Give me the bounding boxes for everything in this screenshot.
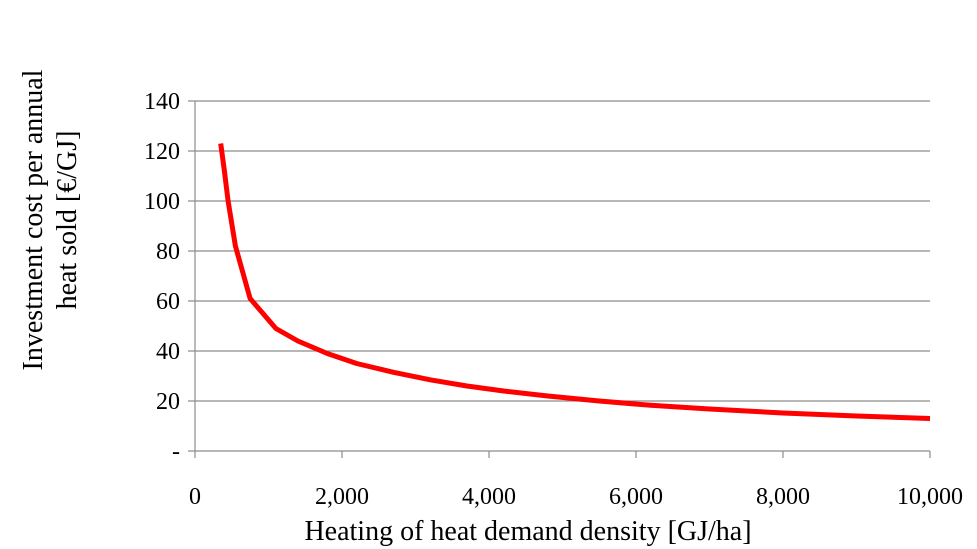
- x-tick-label-1: 2,000: [315, 484, 369, 510]
- gridlines: [195, 100, 930, 402]
- x-tick-label-3: 6,000: [609, 484, 663, 510]
- axes: [188, 100, 931, 458]
- y-tick-label-7: 140: [144, 89, 180, 115]
- series-line-0: [218, 143, 931, 421]
- y-tick-label-4: 80: [156, 239, 180, 265]
- x-tick-label-5: 10,000: [897, 484, 963, 510]
- x-tick-label-2: 4,000: [462, 484, 516, 510]
- y-tick-label-5: 100: [144, 189, 180, 215]
- y-axis-title-line-2: heat sold [€/GJ]: [52, 131, 83, 310]
- y-tick-label-2: 40: [156, 339, 180, 365]
- x-tick-label-0: 0: [189, 484, 201, 510]
- series-lines: [218, 143, 931, 421]
- y-tick-labels: - 20 40 60 80 100 120 140: [144, 89, 180, 465]
- y-axis-title-line-1: Investment cost per annual: [18, 69, 49, 370]
- y-tick-label-0: -: [172, 439, 180, 465]
- x-tick-label-4: 8,000: [756, 484, 810, 510]
- x-tick-labels: 0 2,000 4,000 6,000 8,000 10,000: [189, 484, 963, 510]
- y-tick-label-6: 120: [144, 139, 180, 165]
- x-axis-title: Heating of heat demand density [GJ/ha]: [304, 516, 751, 547]
- y-tick-label-1: 20: [156, 389, 180, 415]
- y-tick-label-3: 60: [156, 289, 180, 315]
